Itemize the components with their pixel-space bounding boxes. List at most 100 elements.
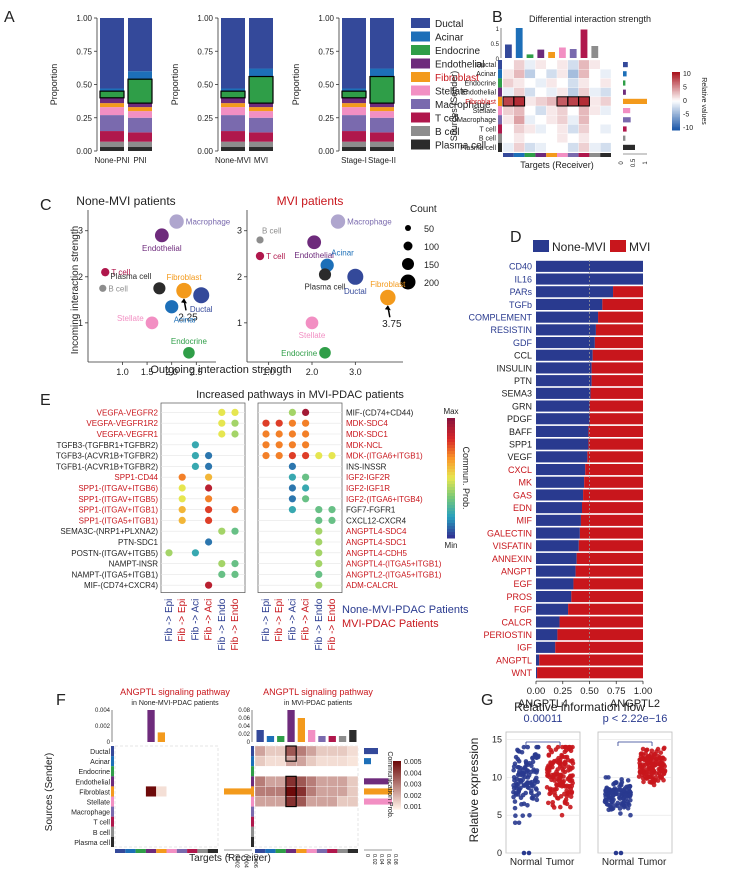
heatmap-cell	[589, 142, 601, 153]
data-point	[546, 753, 552, 758]
legend-gradient-step	[447, 493, 455, 497]
bar-segment	[370, 132, 394, 142]
bar-mvi	[592, 349, 643, 361]
col-color-strip	[296, 849, 307, 853]
legend-gradient-step	[393, 782, 401, 785]
data-point	[637, 766, 643, 771]
top-tick-label: 0.004	[95, 708, 111, 714]
bar-none-mvi	[536, 502, 583, 514]
dot	[315, 506, 323, 514]
y-tick-label: 0.00	[197, 147, 213, 156]
data-point	[618, 850, 624, 856]
heatmap-cell	[600, 105, 612, 116]
top-tick-label: 0	[247, 740, 251, 746]
heatmap-cell	[589, 124, 601, 134]
bar-segment	[221, 88, 245, 92]
data-point	[603, 775, 609, 780]
scatter-point	[347, 268, 364, 285]
bar-none-mvi	[536, 616, 560, 628]
data-point	[521, 850, 527, 856]
col-total-bar	[147, 710, 155, 742]
col-total-bar	[559, 47, 566, 58]
point-label: T cell	[111, 268, 130, 277]
legend-gradient-step	[447, 496, 455, 500]
bar-mvi	[537, 667, 643, 679]
dot	[165, 549, 173, 557]
legend-gradient-step	[447, 499, 455, 503]
scatter-point	[318, 268, 332, 281]
legend-gradient-step	[393, 763, 401, 766]
category-label: EDN	[513, 503, 532, 513]
column-label: Fib -> Epi	[177, 599, 188, 642]
bar-segment	[100, 141, 124, 148]
dot	[288, 419, 296, 427]
bar-segment	[342, 141, 366, 148]
legend-gradient-step	[447, 466, 455, 470]
heatmap-cell	[296, 745, 307, 757]
heatmap-cell	[600, 78, 612, 88]
heatmap-cell	[567, 96, 579, 107]
bar-mvi	[568, 603, 643, 615]
pair-label: SPP1-(ITGAV+ITGB6)	[78, 484, 158, 493]
row-color-strip	[498, 106, 502, 116]
col-total-bar	[308, 730, 316, 742]
heatmap-cell	[337, 786, 348, 797]
panel-label: E	[40, 392, 51, 409]
data-point	[516, 749, 522, 754]
heatmap-cell	[556, 115, 568, 125]
data-point	[521, 771, 526, 777]
heatmap-cell	[285, 796, 297, 807]
point-label: T cell	[266, 252, 285, 261]
legend-gradient-step	[393, 774, 401, 776]
col-color-strip	[115, 849, 126, 853]
col-total-bar	[548, 52, 555, 58]
data-point	[568, 794, 574, 799]
bar-segment	[249, 68, 273, 77]
bar-segment	[342, 115, 366, 132]
scatter-plot-2: 1.0 2.0 3.0 1 2 3 Macrophage B cell Endothelial T…	[237, 210, 406, 377]
row-total-bar	[364, 798, 392, 805]
dot	[328, 452, 336, 460]
bar-none-mvi	[536, 337, 595, 349]
heatmap-cell	[535, 124, 547, 134]
category-label: GAS	[513, 490, 532, 500]
legend-gradient-step	[672, 109, 680, 112]
row-label: Ductal	[90, 749, 110, 756]
legend-gradient-step	[393, 789, 401, 792]
bar-mvi	[582, 502, 643, 514]
x-tick-label: 1.5	[141, 367, 154, 377]
bar-mvi	[591, 362, 643, 374]
scatter-point	[305, 316, 319, 330]
data-point	[513, 754, 519, 760]
y-tick-label: 3	[78, 226, 83, 236]
scatter-point	[176, 282, 192, 299]
heatmap-cell	[535, 133, 547, 143]
heatmap-cell	[326, 776, 338, 787]
dot	[315, 560, 323, 568]
stacked-bar-chart-2: Proportion 0.00 0.25 0.50 0.75 1.00 None-MVI MV…	[170, 14, 274, 165]
heatmap-cell	[578, 115, 590, 125]
bar-segment	[342, 103, 366, 108]
col-color-strip	[187, 849, 198, 853]
category-label: SEMA3	[501, 389, 532, 399]
bar-segment	[342, 107, 366, 116]
stacked-bar-chart-1: Proportion 0.00 0.25 0.50 0.75 1.00 None-PNI PN…	[49, 14, 153, 165]
bar-mvi	[587, 451, 643, 463]
legend-gradient-step	[393, 793, 401, 796]
subchart-title: ANGPTL4	[518, 698, 568, 710]
data-point	[644, 774, 650, 780]
heatmap-cell	[296, 755, 307, 767]
data-point	[559, 812, 565, 818]
row-color-strip	[111, 806, 114, 817]
heatmap-cell	[578, 133, 590, 143]
col-total-bar	[580, 29, 588, 58]
point-label: Endocrine	[171, 337, 208, 346]
heatmap-cell	[306, 796, 317, 807]
top-tick-label: 0	[496, 57, 500, 63]
heatmap-cell	[513, 142, 525, 153]
bar-none-mvi	[536, 578, 574, 590]
panel-label: A	[4, 9, 15, 26]
side-tick-label: 0	[619, 161, 625, 165]
legend-gradient-step	[447, 418, 455, 422]
col-total-bar	[287, 710, 295, 742]
